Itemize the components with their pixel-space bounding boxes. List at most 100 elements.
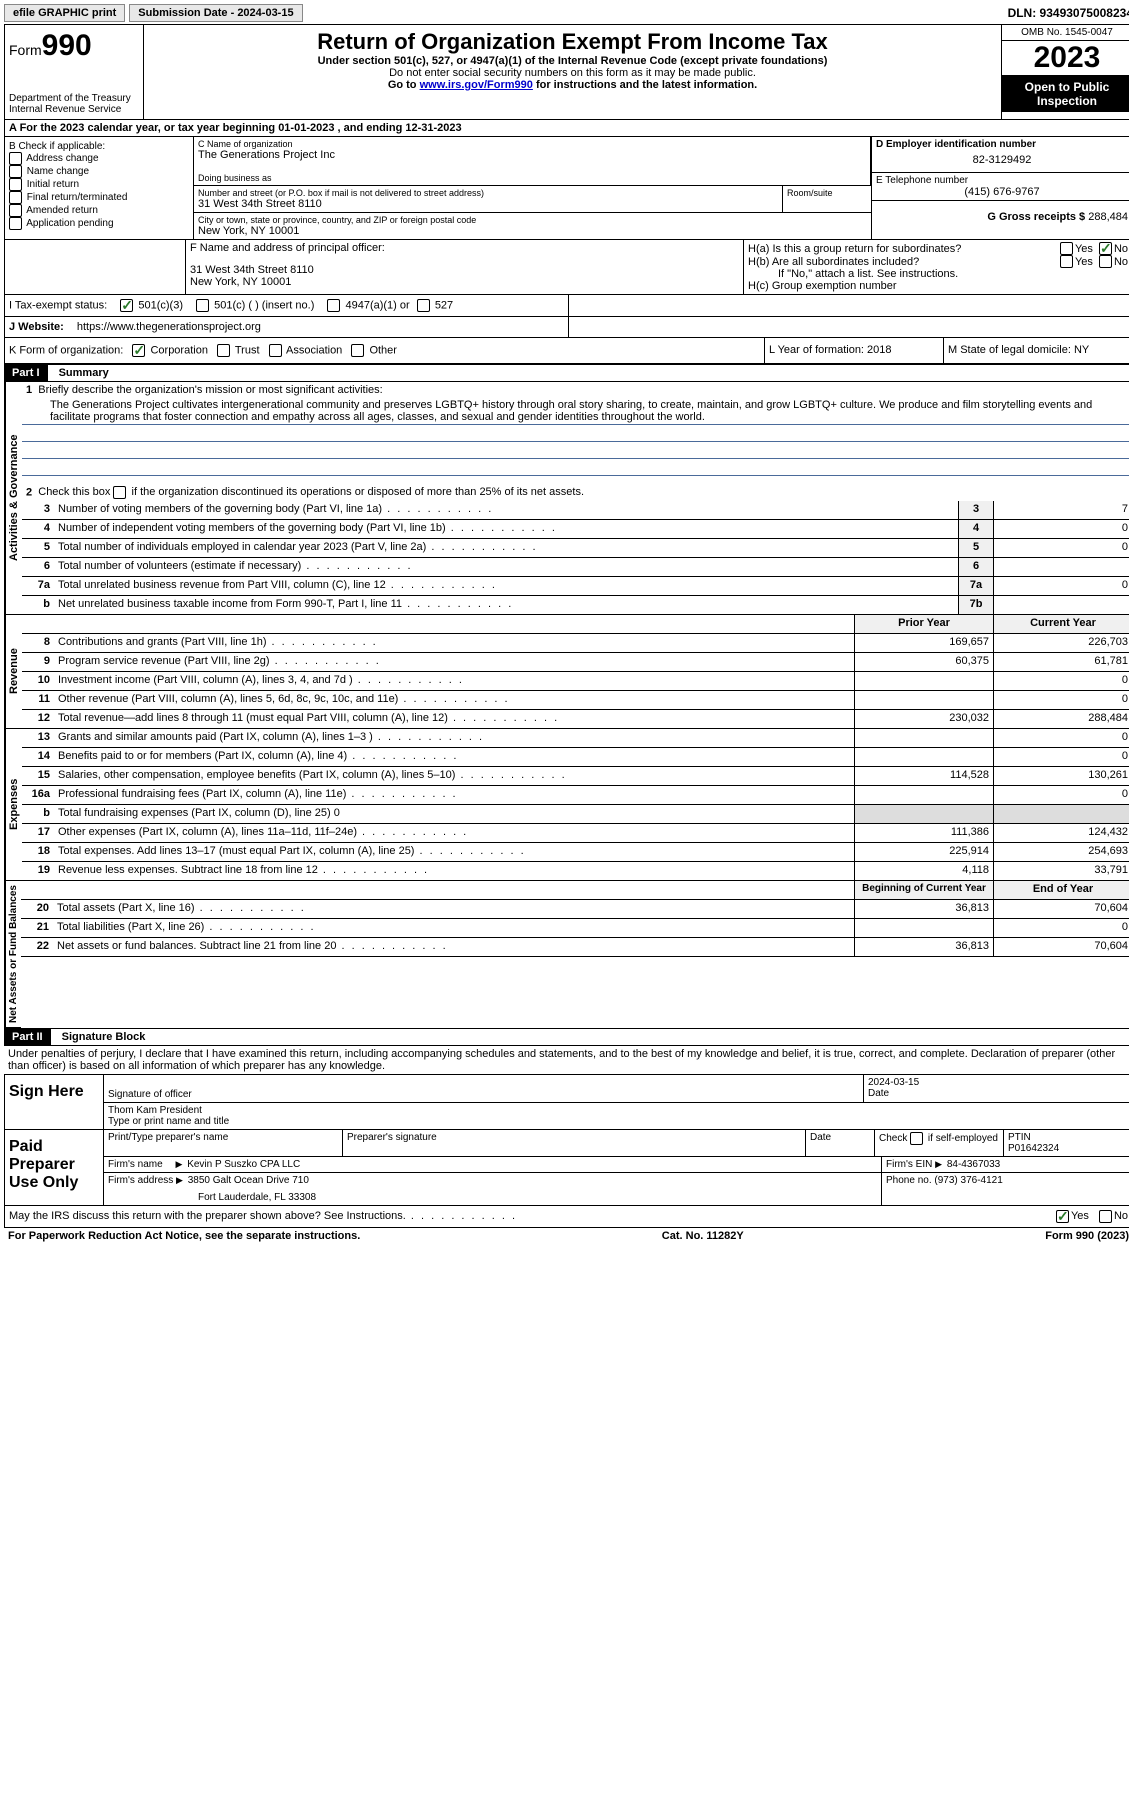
dln-label: DLN: 93493075008234 <box>1008 6 1129 20</box>
perjury-text: Under penalties of perjury, I declare th… <box>4 1046 1129 1075</box>
check-final[interactable] <box>9 191 22 204</box>
preparer-label: Paid Preparer Use Only <box>5 1130 104 1205</box>
firm-addr2: Fort Lauderdale, FL 33308 <box>108 1192 877 1203</box>
k-corp[interactable] <box>132 344 145 357</box>
summary-line: 14Benefits paid to or for members (Part … <box>22 748 1129 767</box>
discuss-no[interactable] <box>1099 1210 1112 1223</box>
omb-label: OMB No. 1545-0047 <box>1002 25 1129 41</box>
l1-label: Briefly describe the organization's miss… <box>38 384 382 396</box>
prep-check-post: if self-employed <box>928 1133 998 1144</box>
summary-line: 16aProfessional fundraising fees (Part I… <box>22 786 1129 805</box>
i-501c3[interactable] <box>120 299 133 312</box>
room-label: Room/suite <box>783 186 871 212</box>
box-b: B Check if applicable: Address change Na… <box>5 137 194 239</box>
self-employed-check[interactable] <box>910 1132 923 1145</box>
form-label: Form <box>9 42 42 58</box>
begin-year-header: Beginning of Current Year <box>854 881 993 899</box>
check-amended[interactable] <box>9 204 22 217</box>
opt-address: Address change <box>26 153 98 164</box>
i-527[interactable] <box>417 299 430 312</box>
summary-line: 22Net assets or fund balances. Subtract … <box>21 938 1129 957</box>
check-pending[interactable] <box>9 217 22 230</box>
hb-no[interactable] <box>1099 255 1112 268</box>
box-h: H(a) Is this a group return for subordin… <box>744 240 1129 294</box>
opt-4947: 4947(a)(1) or <box>345 299 409 311</box>
k-other[interactable] <box>351 344 364 357</box>
prep-phone-label: Phone no. <box>886 1175 932 1186</box>
mission-blank3 <box>22 459 1129 476</box>
arrow-icon <box>175 1159 184 1170</box>
opt-501c: 501(c) ( ) (insert no.) <box>214 299 314 311</box>
block-i: I Tax-exempt status: 501(c)(3) 501(c) ( … <box>5 294 1129 317</box>
discuss-yes[interactable] <box>1056 1210 1069 1223</box>
submission-date-button[interactable]: Submission Date - 2024-03-15 <box>129 4 302 22</box>
summary-line: 8Contributions and grants (Part VIII, li… <box>22 634 1129 653</box>
summary-line: 11Other revenue (Part VIII, column (A), … <box>22 691 1129 710</box>
ha-no[interactable] <box>1099 242 1112 255</box>
header-center: Return of Organization Exempt From Incom… <box>144 25 1001 119</box>
box-deg: D Employer identification number 82-3129… <box>871 137 1129 239</box>
form-container: Form990 Department of the Treasury Inter… <box>4 24 1129 364</box>
check-name[interactable] <box>9 165 22 178</box>
summary-line: 4Number of independent voting members of… <box>22 520 1129 539</box>
firm-ein: 84-4367033 <box>947 1159 1000 1170</box>
summary-line: 17Other expenses (Part IX, column (A), l… <box>22 824 1129 843</box>
check-address[interactable] <box>9 152 22 165</box>
k-assoc[interactable] <box>269 344 282 357</box>
firm-name: Kevin P Suszko CPA LLC <box>187 1159 300 1170</box>
part1-header: Part I <box>4 365 48 381</box>
opt-501c3: 501(c)(3) <box>138 299 183 311</box>
i-501c[interactable] <box>196 299 209 312</box>
part2-title: Signature Block <box>54 1029 154 1045</box>
firm-ein-label: Firm's EIN <box>886 1159 932 1170</box>
header-right: OMB No. 1545-0047 2023 Open to Public In… <box>1001 25 1129 119</box>
ha-yes[interactable] <box>1060 242 1073 255</box>
prep-h2: Preparer's signature <box>343 1130 806 1156</box>
summary-line: bNet unrelated business taxable income f… <box>22 596 1129 615</box>
side-governance: Activities & Governance <box>5 382 22 615</box>
irs-link[interactable]: www.irs.gov/Form990 <box>420 79 533 91</box>
firm-addr-label: Firm's address <box>108 1175 173 1186</box>
mission-blank1 <box>22 425 1129 442</box>
officer-addr1: 31 West 34th Street 8110 <box>190 264 739 276</box>
prep-h1: Print/Type preparer's name <box>104 1130 343 1156</box>
arrow-icon3 <box>176 1175 185 1186</box>
opt-527: 527 <box>435 299 453 311</box>
phone-label: E Telephone number <box>876 175 1128 186</box>
irs-label: Internal Revenue Service <box>9 104 139 115</box>
k-label: K Form of organization: <box>9 344 123 356</box>
hb-note: If "No," attach a list. See instructions… <box>748 268 1128 280</box>
opt-corp: Corporation <box>150 344 207 356</box>
form-header: Form990 Department of the Treasury Inter… <box>5 25 1129 120</box>
current-year-header: Current Year <box>993 615 1129 633</box>
city-label: City or town, state or province, country… <box>198 215 867 225</box>
summary-line: 20Total assets (Part X, line 16)36,81370… <box>21 900 1129 919</box>
part2-header-row: Part II Signature Block <box>4 1029 1129 1046</box>
hb-yes[interactable] <box>1060 255 1073 268</box>
box-m: M State of legal domicile: NY <box>944 338 1129 363</box>
l2-check[interactable] <box>113 486 126 499</box>
opt-trust: Trust <box>235 344 260 356</box>
efile-print-button[interactable]: efile GRAPHIC print <box>4 4 125 22</box>
summary-line: 5Total number of individuals employed in… <box>22 539 1129 558</box>
opt-other: Other <box>369 344 397 356</box>
org-name: The Generations Project Inc <box>198 149 866 161</box>
hc-label: H(c) Group exemption number <box>748 280 1128 292</box>
discuss-yes-label: Yes <box>1071 1210 1089 1223</box>
check-initial[interactable] <box>9 178 22 191</box>
opt-name: Name change <box>27 166 89 177</box>
addr-label: Number and street (or P.O. box if mail i… <box>198 188 778 198</box>
type-name-label: Type or print name and title <box>108 1116 1128 1127</box>
block-fh: F Name and address of principal officer:… <box>5 239 1129 294</box>
footer-right: Form 990 (2023) <box>1045 1230 1129 1242</box>
summary-line: 19Revenue less expenses. Subtract line 1… <box>22 862 1129 881</box>
section-a: A For the 2023 calendar year, or tax yea… <box>5 120 1129 137</box>
i-4947[interactable] <box>327 299 340 312</box>
box-l: L Year of formation: 2018 <box>765 338 944 363</box>
k-trust[interactable] <box>217 344 230 357</box>
org-name-label: C Name of organization <box>198 139 866 149</box>
goto-pre: Go to <box>388 79 420 91</box>
website-url: https://www.thegenerationsproject.org <box>77 321 261 333</box>
sig-officer-label: Signature of officer <box>108 1089 859 1100</box>
sig-date-label: Date <box>868 1088 1128 1099</box>
